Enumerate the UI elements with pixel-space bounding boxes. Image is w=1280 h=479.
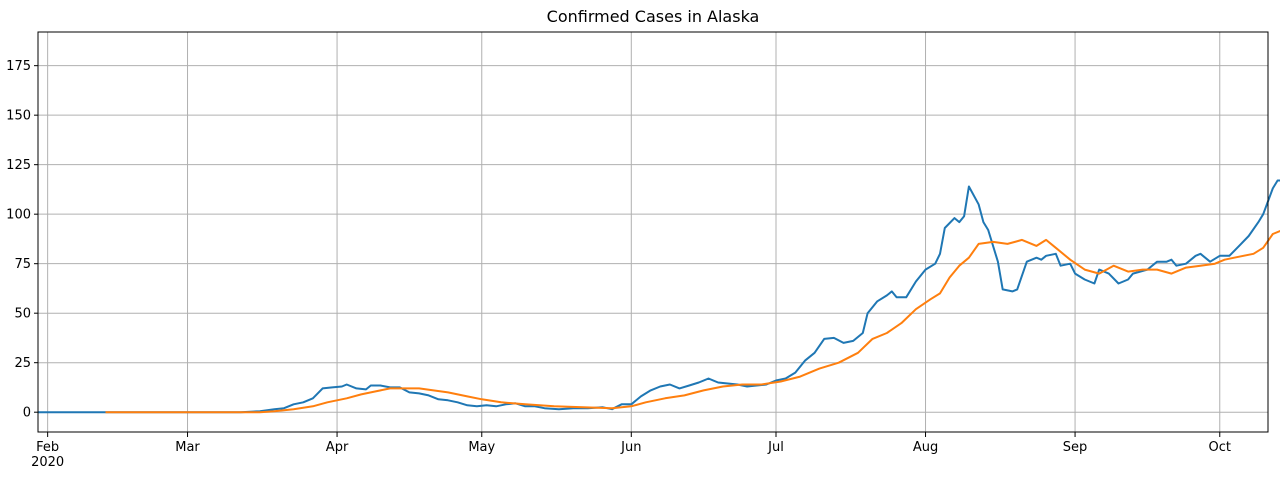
x-tick-label: May bbox=[468, 440, 495, 455]
y-tick-label: 150 bbox=[6, 109, 31, 124]
y-tick-label: 0 bbox=[23, 406, 31, 421]
x-tick-label: Sep bbox=[1063, 440, 1088, 455]
x-tick-label: Aug bbox=[913, 440, 938, 455]
series-line-1 bbox=[38, 179, 1280, 414]
x-tick-label: Jun bbox=[620, 440, 641, 455]
x-tick-sublabel: 2020 bbox=[31, 455, 64, 470]
y-tick-label: 125 bbox=[6, 158, 31, 173]
y-tick-label: 50 bbox=[14, 307, 31, 322]
series-lines bbox=[38, 179, 1280, 414]
y-tick-label: 25 bbox=[14, 356, 31, 371]
y-tick-label: 75 bbox=[14, 257, 31, 272]
gridlines bbox=[38, 32, 1268, 432]
y-tick-label: 175 bbox=[6, 59, 31, 74]
series-line-2 bbox=[105, 229, 1280, 414]
x-tick-label: Oct bbox=[1209, 440, 1231, 455]
chart-title: Confirmed Cases in Alaska bbox=[547, 7, 760, 26]
x-tick-label: Feb bbox=[36, 440, 59, 455]
x-tick-label: Jul bbox=[767, 440, 784, 455]
x-tick-label: Mar bbox=[175, 440, 200, 455]
x-tick-label: Apr bbox=[326, 440, 349, 455]
plot-frame bbox=[37, 31, 1269, 433]
y-tick-label: 100 bbox=[6, 208, 31, 223]
